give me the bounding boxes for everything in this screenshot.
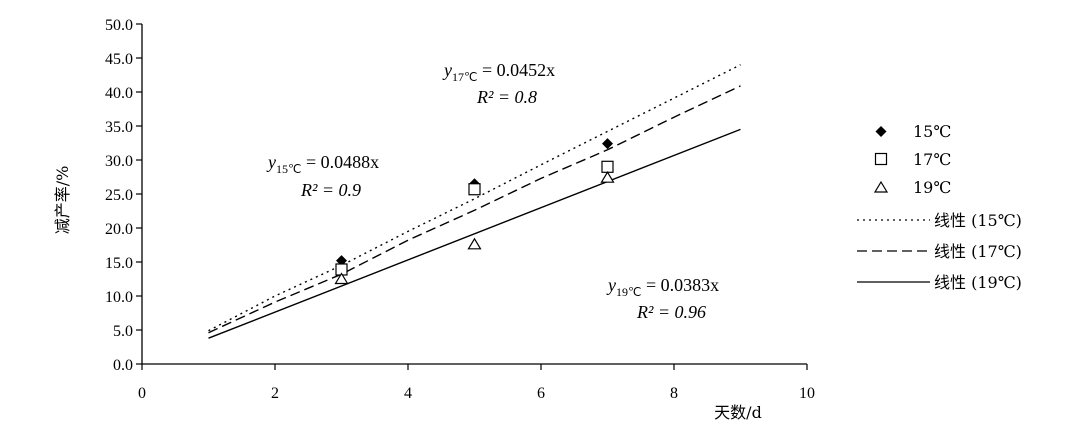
y-tick-label: 45.0 bbox=[105, 51, 133, 68]
y-tick-label: 30.0 bbox=[105, 153, 133, 170]
legend-triangle-icon bbox=[873, 180, 889, 193]
y-tick-label: 40.0 bbox=[105, 85, 133, 102]
legend-label-trend-17: 线性 (17℃) bbox=[934, 242, 1022, 261]
legend-item-trend-19: 线性 (19℃) bbox=[857, 273, 1022, 292]
legend-label-15: 15℃ bbox=[913, 122, 951, 141]
equation-15: y15℃ = 0.0488x R² = 0.9 bbox=[266, 152, 379, 200]
trendline-solid bbox=[208, 128, 741, 339]
equation-19-subscript: 19℃ bbox=[616, 285, 641, 299]
x-tick-label: 2 bbox=[271, 385, 279, 402]
y-tick-label: 35.0 bbox=[105, 119, 133, 136]
y-tick-label: 10.0 bbox=[105, 289, 133, 306]
x-tick-label: 4 bbox=[404, 385, 412, 402]
equation-17-y: y bbox=[442, 60, 452, 80]
x-tick-label: 10 bbox=[799, 385, 815, 402]
x-tick-label: 0 bbox=[138, 385, 146, 402]
point-19 bbox=[334, 272, 349, 285]
equation-17-r2: R² = 0.8 bbox=[476, 87, 537, 107]
legend-label-trend-15: 线性 (15℃) bbox=[934, 211, 1022, 230]
y-tick-label: 25.0 bbox=[105, 187, 133, 204]
equation-15-line: y15℃ = 0.0488x bbox=[266, 152, 379, 176]
legend-label-trend-19: 线性 (19℃) bbox=[934, 273, 1022, 292]
data-points bbox=[334, 138, 615, 285]
x-tick-label: 6 bbox=[537, 385, 545, 402]
equation-15-r2: R² = 0.9 bbox=[300, 180, 361, 200]
equation-19-line: y19℃ = 0.0383x bbox=[606, 275, 719, 299]
y-axis-title: 减产率/% bbox=[53, 166, 72, 235]
equation-17-line: y17℃ = 0.0452x bbox=[442, 60, 555, 84]
y-tick-label: 15.0 bbox=[105, 255, 133, 272]
point-17 bbox=[468, 183, 481, 196]
trendline-dashed bbox=[208, 85, 741, 334]
x-axis-title: 天数/d bbox=[714, 403, 762, 422]
legend-item-trend-17: 线性 (17℃) bbox=[857, 242, 1022, 261]
equation-19-y: y bbox=[606, 275, 616, 295]
equation-15-formula: = 0.0488x bbox=[301, 152, 379, 172]
y-tick-label: 50.0 bbox=[105, 17, 133, 34]
equation-15-subscript: 15℃ bbox=[276, 162, 301, 176]
point-19 bbox=[467, 237, 482, 250]
legend-label-19: 19℃ bbox=[913, 178, 951, 197]
y-tick-label: 0.0 bbox=[113, 357, 133, 374]
point-15 bbox=[602, 138, 613, 150]
legend: 15℃ 17℃ 19℃ 线性 (15℃) 线性 (17℃) 线性 (19℃) bbox=[857, 122, 1022, 292]
equation-19: y19℃ = 0.0383x R² = 0.96 bbox=[606, 275, 719, 322]
equation-17: y17℃ = 0.0452x R² = 0.8 bbox=[442, 60, 555, 107]
legend-item-trend-15: 线性 (15℃) bbox=[857, 211, 1022, 230]
equation-19-r2: R² = 0.96 bbox=[636, 302, 706, 322]
legend-square-icon bbox=[874, 152, 888, 166]
equation-15-y: y bbox=[266, 152, 276, 172]
x-tick-label: 8 bbox=[670, 385, 678, 402]
equation-19-formula: = 0.0383x bbox=[641, 275, 719, 295]
x-ticks: 0 2 4 6 8 10 bbox=[138, 364, 815, 402]
legend-item-15: 15℃ bbox=[875, 122, 951, 141]
equation-17-subscript: 17℃ bbox=[452, 70, 477, 84]
point-17 bbox=[601, 160, 614, 173]
y-tick-label: 5.0 bbox=[113, 323, 133, 340]
legend-diamond-icon bbox=[875, 126, 887, 137]
point-19 bbox=[600, 171, 615, 183]
legend-item-17: 17℃ bbox=[874, 150, 951, 169]
y-ticks: 0.0 5.0 10.0 15.0 20.0 25.0 30.0 35.0 40.0 45.0 50… bbox=[105, 17, 142, 374]
legend-label-17: 17℃ bbox=[913, 150, 951, 169]
equation-17-formula: = 0.0452x bbox=[477, 60, 555, 80]
trendlines bbox=[208, 64, 741, 339]
legend-item-19: 19℃ bbox=[873, 178, 951, 197]
y-tick-label: 20.0 bbox=[105, 221, 133, 238]
